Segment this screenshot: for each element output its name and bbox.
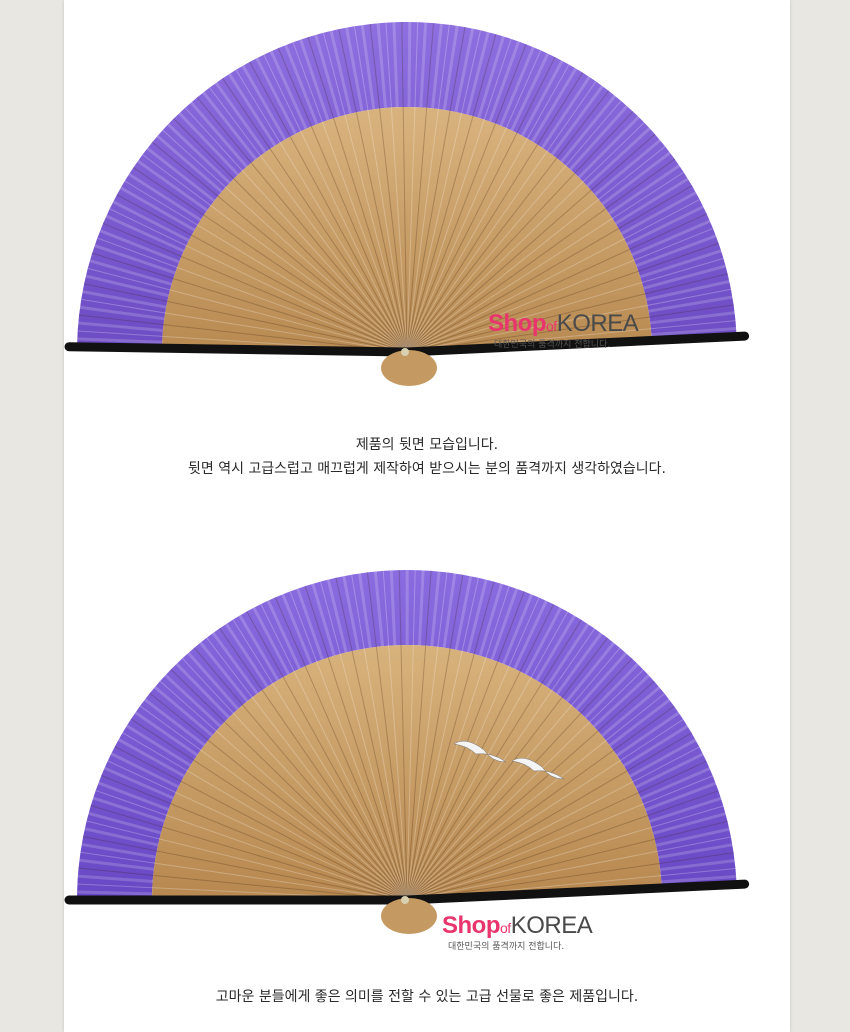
- fan-guard-stick: [64, 342, 412, 357]
- background-cloud-pattern-right: [790, 0, 850, 1032]
- shopofkorea-watermark: ShopofKOREA 대한민국의 품격까지 전합니다.: [488, 310, 639, 351]
- fan-handle-base: [381, 898, 437, 934]
- fan-back-side-image: [64, 21, 750, 386]
- caption-line: 뒷면 역시 고급스럽고 매끄럽게 제작하여 받으시는 분의 품격까지 생각하였습…: [188, 461, 666, 477]
- back-side-caption: 제품의 뒷면 모습입니다. 뒷면 역시 고급스럽고 매끄럽게 제작하여 받으시는…: [64, 433, 790, 481]
- fan-guard-stick: [402, 331, 750, 357]
- fan-bamboo-ribs: [162, 107, 652, 352]
- fan-silk-band: [77, 22, 737, 349]
- fan-handle-base: [381, 350, 437, 386]
- fan-rivet: [401, 896, 409, 904]
- caption-line: 고마운 분들에게 좋은 의미를 전할 수 있는 고급 선물로 좋은 제품입니다.: [215, 989, 639, 1005]
- fan-rivet: [401, 348, 409, 356]
- fan-front-side-image: [64, 569, 750, 934]
- watermark-tagline: 대한민국의 품격까지 전합니다.: [494, 340, 611, 350]
- fan-silk-band: [77, 570, 737, 900]
- fan-guard-stick: [402, 879, 750, 905]
- caption-line: 제품의 뒷면 모습입니다.: [355, 437, 499, 453]
- background-cloud-pattern-left: [0, 0, 64, 1032]
- shopofkorea-logo: ShopofKOREA: [488, 310, 639, 337]
- crane-motif: [511, 757, 565, 780]
- crane-motif: [453, 740, 507, 763]
- shopofkorea-logo: ShopofKOREA: [442, 912, 593, 939]
- watermark-tagline: 대한민국의 품격까지 전합니다.: [448, 942, 565, 952]
- fan-bamboo-ribs: [152, 645, 662, 900]
- closing-caption: 고마운 분들에게 좋은 의미를 전할 수 있는 고급 선물로 좋은 제품입니다.: [64, 985, 790, 1009]
- shopofkorea-watermark: ShopofKOREA 대한민국의 품격까지 전합니다.: [442, 912, 593, 953]
